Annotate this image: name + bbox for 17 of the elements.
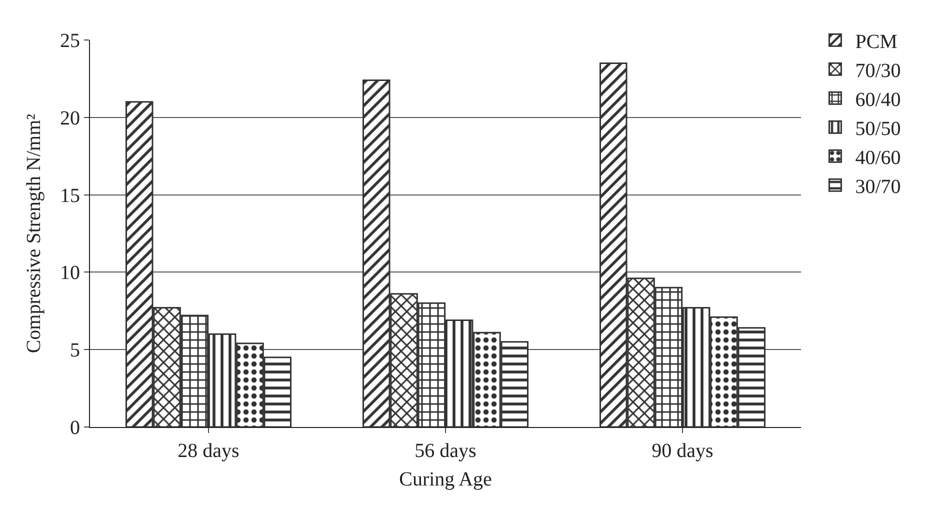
y-axis-title: Compressive Strength N/mm²	[23, 114, 45, 354]
text: 60/40	[855, 88, 901, 111]
text: 70/30	[855, 60, 901, 82]
y-tick-label: 5	[70, 340, 80, 362]
text: 40/60	[855, 146, 901, 169]
x-axis-title: Curing Age	[399, 468, 492, 490]
y-tick-label: 15	[60, 184, 80, 207]
y-tick-label: 10	[60, 262, 80, 284]
y-tick-label: 0	[70, 417, 80, 439]
y-tick-label: 20	[60, 107, 80, 130]
text: PCM	[855, 30, 898, 53]
x-tick-label: 90 days	[652, 440, 714, 462]
text: 50/50	[855, 118, 901, 140]
x-tick-label: 56 days	[414, 440, 477, 462]
text: 30/70	[855, 176, 901, 198]
y-tick-label: 25	[60, 30, 80, 52]
x-tick-label: 28 days	[178, 440, 240, 462]
